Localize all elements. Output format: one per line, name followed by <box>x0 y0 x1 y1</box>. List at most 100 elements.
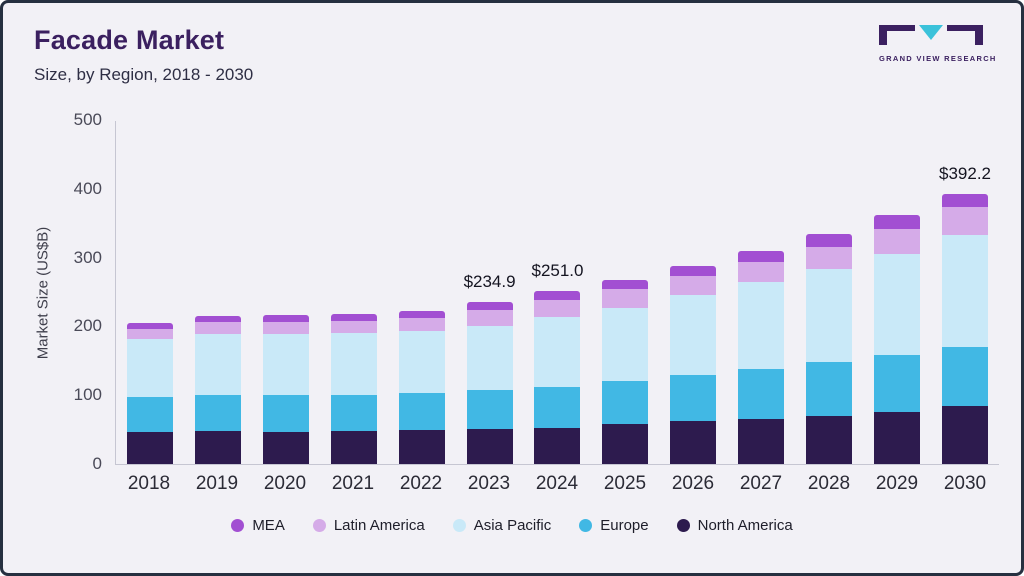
bar-slot-2023: $234.9 <box>456 121 524 464</box>
bar-segment-europe <box>194 394 241 431</box>
bar-segment-europe <box>738 369 785 419</box>
chart-header: Facade Market Size, by Region, 2018 - 20… <box>34 25 253 85</box>
legend-item-north-america: North America <box>676 517 793 534</box>
bar-segment-mea <box>942 194 989 208</box>
legend-label: Asia Pacific <box>473 517 552 534</box>
bar-segment-europe <box>330 394 377 431</box>
y-tick-label: 300 <box>73 247 102 267</box>
bar-segment-latin-america <box>262 321 309 334</box>
bar-segment-europe <box>806 362 853 416</box>
bar-segment-asia-pacific <box>262 334 309 396</box>
logo-mark-icon <box>879 25 983 45</box>
bar-segment-mea <box>534 291 581 301</box>
bar-slot-2025 <box>591 121 659 464</box>
bar-segment-latin-america <box>942 207 989 235</box>
bar-segment-asia-pacific <box>670 295 717 376</box>
bar-segment-north-america <box>738 418 785 464</box>
y-tick-label: 0 <box>92 454 102 473</box>
x-tick-label: 2030 <box>943 473 987 494</box>
bar-segment-latin-america <box>602 289 649 308</box>
bar-segment-asia-pacific <box>534 317 581 387</box>
legend-swatch-icon <box>452 519 466 532</box>
bar-segment-latin-america <box>330 320 377 334</box>
stacked-bar-2020 <box>262 315 309 464</box>
bar-slot-2018 <box>116 121 184 464</box>
legend-swatch-icon <box>579 519 593 532</box>
stacked-bar-2026 <box>670 265 717 464</box>
x-tick-label: 2029 <box>875 473 919 494</box>
bar-segment-latin-america <box>126 328 173 339</box>
bar-segment-north-america <box>534 427 581 464</box>
legend-swatch-icon <box>312 519 326 532</box>
bar-total-label: $234.9 <box>463 272 516 292</box>
bar-segment-europe <box>534 386 581 428</box>
page-title: Facade Market <box>34 25 225 55</box>
bar-segment-asia-pacific <box>602 307 649 382</box>
bar-segment-north-america <box>670 421 717 464</box>
y-tick-label: 200 <box>73 316 102 336</box>
stacked-bar-2022 <box>398 311 445 464</box>
legend-swatch-icon <box>676 519 690 532</box>
x-tick-label: 2026 <box>671 473 715 494</box>
bar-segment-north-america <box>330 430 377 464</box>
stacked-bar-2021 <box>330 314 377 464</box>
legend-label: North America <box>697 517 793 534</box>
x-tick-label: 2024 <box>535 473 579 494</box>
bar-segment-north-america <box>942 406 989 464</box>
stacked-bar-2024 <box>534 291 581 464</box>
bar-segment-latin-america <box>194 322 241 334</box>
bar-slot-2019 <box>184 121 252 464</box>
bar-segment-asia-pacific <box>874 253 921 355</box>
bar-segment-asia-pacific <box>126 338 173 398</box>
bar-slot-2026 <box>659 121 727 464</box>
plot-area: 0 100 200 300 400 500 $234.9 $251.0 $392.2 <box>74 110 999 473</box>
bar-segment-europe <box>126 397 173 433</box>
bar-slot-2020 <box>252 121 320 464</box>
bar-segment-europe <box>262 395 309 432</box>
bar-segment-north-america <box>806 415 853 464</box>
bars-container: $234.9 $251.0 $392.2 <box>116 121 999 464</box>
bar-segment-latin-america <box>806 246 853 269</box>
y-tick-label: 100 <box>73 385 102 405</box>
bar-slot-2027 <box>727 121 795 464</box>
bar-segment-asia-pacific <box>330 333 377 395</box>
bar-segment-europe <box>602 381 649 425</box>
bar-segment-latin-america <box>738 261 785 283</box>
bar-segment-mea <box>330 314 377 321</box>
bar-slot-2024: $251.0 <box>524 121 592 464</box>
legend-swatch-icon <box>231 519 245 532</box>
x-tick-label: 2027 <box>739 473 783 494</box>
x-tick-label: 2021 <box>331 473 375 494</box>
bar-segment-north-america <box>194 430 241 464</box>
chart-subtitle: Size, by Region, 2018 - 2030 <box>34 65 254 84</box>
y-axis-title: Market Size (US$B) <box>34 226 52 360</box>
x-tick-label: 2020 <box>263 473 307 494</box>
bar-segment-asia-pacific <box>398 331 445 394</box>
bar-segment-mea <box>738 250 785 262</box>
x-tick-label: 2019 <box>195 473 239 494</box>
bar-segment-europe <box>874 354 921 413</box>
x-axis-labels: 2018 2019 2020 2021 2022 2023 2024 2025 2026 2027… <box>115 473 999 495</box>
x-tick-label: 2025 <box>603 473 647 494</box>
logo-text: GRAND VIEW RESEARCH <box>879 54 997 63</box>
legend-label: Europe <box>600 517 649 534</box>
bar-segment-mea <box>126 323 173 329</box>
bar-segment-mea <box>670 265 717 277</box>
x-tick-label: 2018 <box>127 473 171 494</box>
legend-item-europe: Europe <box>579 517 649 534</box>
bar-total-label: $392.2 <box>939 164 992 184</box>
bar-segment-mea <box>262 315 309 322</box>
legend-item-asia-pacific: Asia Pacific <box>452 517 552 534</box>
bar-slot-2030: $392.2 <box>931 121 999 464</box>
bar-segment-latin-america <box>874 228 921 254</box>
bar-segment-europe <box>398 393 445 431</box>
x-tick-label: 2022 <box>399 473 443 494</box>
bar-segment-mea <box>398 311 445 319</box>
legend-label: Latin America <box>333 517 425 534</box>
stacked-bar-2025 <box>602 279 649 464</box>
bar-slot-2028 <box>795 121 863 464</box>
bar-segment-latin-america <box>670 276 717 296</box>
bar-segment-mea <box>806 233 853 247</box>
bar-slot-2021 <box>320 121 388 464</box>
